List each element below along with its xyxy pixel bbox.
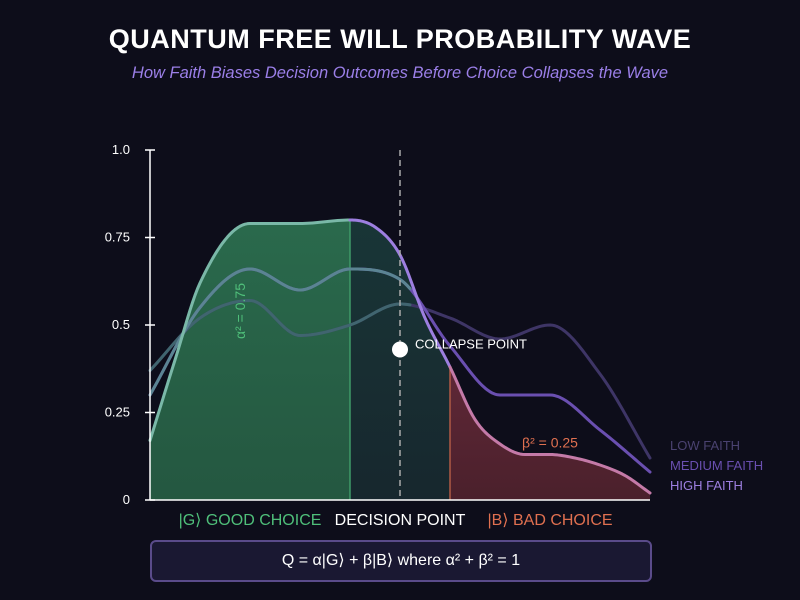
annotations: COLLAPSE POINT α² = 0.75 β² = 0.25 (232, 150, 578, 500)
collapse-point (392, 341, 408, 358)
legend: LOW FAITH MEDIUM FAITH HIGH FAITH (670, 438, 763, 493)
axes: 0 0.25 0.5 0.75 1.0 |G⟩ GOOD CHOICE DECISION P… (105, 142, 650, 529)
legend-item-low-faith: LOW FAITH (670, 438, 740, 453)
beta-squared-label: β² = 0.25 (522, 435, 578, 451)
y-tick-label: 0.5 (112, 317, 130, 332)
y-tick-label: 1.0 (112, 142, 130, 157)
y-tick-label: 0 (123, 492, 130, 507)
formula-text: Q = α|G⟩ + β|B⟩ where α² + β² = 1 (281, 552, 521, 569)
series-line-medium-faith-good-tint (148, 267, 412, 397)
chart-title: QUANTUM FREE WILL PROBABILITY WAVE (108, 24, 692, 54)
bad-region-fill (450, 367, 650, 500)
alpha-squared-label: α² = 0.75 (232, 283, 248, 339)
series-line-high-faith-seg2 (448, 365, 652, 495)
x-category-label: |G⟩ GOOD CHOICE (179, 512, 322, 529)
x-category-label: DECISION POINT (335, 512, 466, 529)
series-line-low-faith-good-tint (148, 299, 412, 372)
good-region-fill (150, 220, 350, 500)
chart-subtitle: How Faith Biases Decision Outcomes Befor… (131, 64, 669, 82)
y-tick-label: 0.75 (105, 230, 130, 245)
legend-item-medium-faith: MEDIUM FAITH (670, 458, 763, 473)
formula-box: Q = α|G⟩ + β|B⟩ where α² + β² = 1 (150, 540, 652, 582)
legend-item-high-faith: HIGH FAITH (670, 478, 743, 493)
x-category-label: |B⟩ BAD CHOICE (487, 512, 612, 529)
collapse-point-label: COLLAPSE POINT (415, 337, 527, 352)
series-line-high-faith-seg0 (148, 218, 352, 442)
y-tick-label: 0.25 (105, 405, 130, 420)
